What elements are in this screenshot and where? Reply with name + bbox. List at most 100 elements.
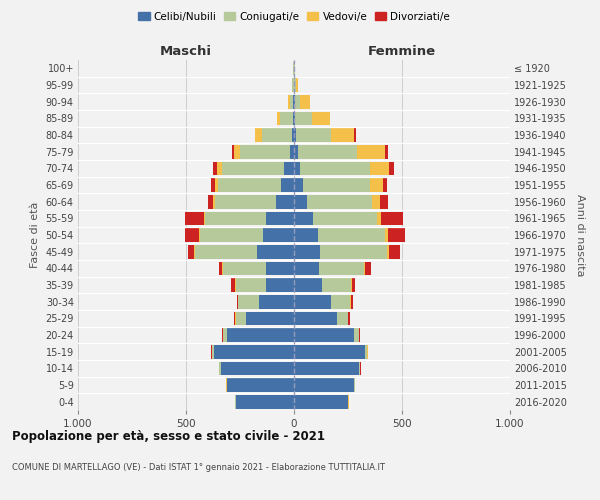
Bar (231, 278, 235, 292)
Bar (221, 162, 284, 175)
Bar (294, 212, 313, 225)
Bar (295, 78, 296, 92)
Legend: Celibi/Nubili, Coniugati/e, Vedovi/e, Divorziati/e: Celibi/Nubili, Coniugati/e, Vedovi/e, Di… (134, 8, 454, 26)
Bar (236, 312, 247, 325)
Bar (389, 162, 394, 175)
Bar (236, 295, 238, 308)
Bar (294, 262, 319, 275)
Bar (257, 245, 294, 258)
Bar (294, 95, 295, 108)
Bar (313, 112, 329, 125)
Bar (294, 345, 365, 358)
Bar (365, 262, 371, 275)
Bar (294, 312, 337, 325)
Bar (238, 295, 259, 308)
Bar (218, 178, 281, 192)
Bar (200, 228, 263, 242)
Bar (385, 145, 388, 158)
Bar (205, 212, 266, 225)
Bar (259, 295, 294, 308)
Bar (233, 145, 240, 158)
Bar (294, 178, 302, 192)
Bar (232, 145, 233, 158)
Bar (240, 145, 290, 158)
Bar (387, 245, 389, 258)
Bar (236, 395, 294, 408)
Bar (294, 128, 296, 142)
Bar (296, 78, 298, 92)
Bar (294, 395, 348, 408)
Bar (217, 162, 221, 175)
Bar (247, 312, 294, 325)
Bar (292, 128, 294, 142)
Bar (227, 328, 294, 342)
Bar (294, 328, 355, 342)
Bar (223, 328, 227, 342)
Bar (294, 145, 298, 158)
Bar (295, 95, 300, 108)
Bar (294, 278, 322, 292)
Y-axis label: Anni di nascita: Anni di nascita (575, 194, 586, 276)
Bar (266, 278, 294, 292)
Bar (389, 245, 400, 258)
Bar (294, 362, 359, 375)
Bar (208, 195, 213, 208)
Bar (307, 195, 372, 208)
Bar (220, 362, 221, 375)
Text: Femmine: Femmine (368, 44, 436, 58)
Bar (262, 128, 292, 142)
Bar (275, 195, 294, 208)
Bar (213, 195, 215, 208)
Bar (352, 278, 355, 292)
Bar (266, 262, 294, 275)
Bar (359, 362, 360, 375)
Bar (294, 195, 307, 208)
Bar (385, 228, 388, 242)
Bar (188, 245, 194, 258)
Bar (221, 362, 294, 375)
Bar (380, 195, 388, 208)
Bar (302, 178, 370, 192)
Bar (185, 212, 205, 225)
Bar (356, 145, 385, 158)
Bar (290, 145, 294, 158)
Bar (185, 228, 199, 242)
Bar (377, 212, 382, 225)
Bar (294, 378, 355, 392)
Bar (281, 178, 294, 192)
Bar (293, 95, 294, 108)
Bar (290, 95, 293, 108)
Bar (215, 195, 275, 208)
Bar (263, 228, 294, 242)
Bar (331, 128, 355, 142)
Bar (211, 178, 215, 192)
Bar (277, 112, 280, 125)
Bar (212, 345, 214, 358)
Text: Maschi: Maschi (160, 44, 212, 58)
Bar (215, 178, 218, 192)
Bar (292, 78, 293, 92)
Bar (301, 162, 370, 175)
Y-axis label: Fasce di età: Fasce di età (30, 202, 40, 268)
Bar (355, 128, 356, 142)
Bar (289, 95, 290, 108)
Bar (266, 212, 294, 225)
Text: Popolazione per età, sesso e stato civile - 2021: Popolazione per età, sesso e stato civil… (12, 430, 325, 443)
Bar (280, 112, 293, 125)
Bar (331, 295, 350, 308)
Bar (383, 178, 387, 192)
Bar (294, 295, 331, 308)
Bar (298, 145, 356, 158)
Bar (284, 162, 294, 175)
Bar (294, 228, 318, 242)
Bar (293, 112, 294, 125)
Bar (227, 378, 294, 392)
Bar (223, 262, 266, 275)
Bar (349, 312, 350, 325)
Bar (382, 212, 403, 225)
Bar (372, 195, 380, 208)
Bar (300, 95, 310, 108)
Bar (296, 128, 331, 142)
Bar (199, 228, 200, 242)
Bar (313, 212, 377, 225)
